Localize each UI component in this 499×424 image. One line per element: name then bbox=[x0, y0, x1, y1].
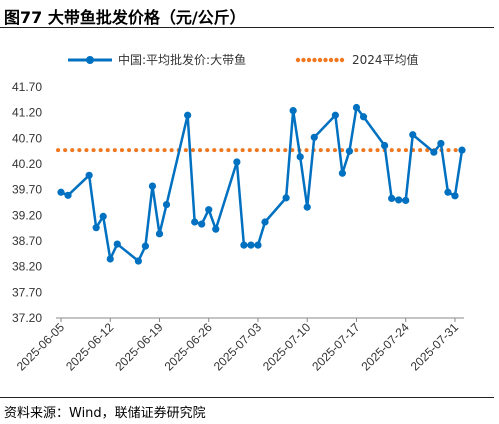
y-tick-label: 37.20 bbox=[12, 311, 42, 325]
data-point bbox=[148, 182, 157, 190]
data-point bbox=[92, 224, 100, 232]
legend-dot-swatch bbox=[323, 57, 328, 63]
series-layer bbox=[56, 103, 466, 265]
data-point bbox=[141, 242, 150, 250]
legend-dot-swatch bbox=[306, 57, 312, 63]
data-point bbox=[57, 188, 65, 196]
x-tick-label: 2025-06-19 bbox=[112, 320, 166, 374]
axes: 41.70 41.20 40.70 40.20 39.70 39.20 38.70 38.20… bbox=[12, 80, 464, 374]
data-point bbox=[233, 158, 241, 166]
data-point bbox=[106, 255, 114, 263]
x-tick-label: 2025-07-03 bbox=[211, 320, 265, 374]
y-tick-label: 37.70 bbox=[12, 285, 42, 299]
y-tick-label: 40.70 bbox=[12, 131, 42, 145]
chart-title: 图77 大带鱼批发价格（元/公斤） bbox=[4, 8, 246, 27]
y-tick-label: 39.20 bbox=[12, 208, 42, 222]
y-tick-label: 41.20 bbox=[12, 106, 42, 120]
data-point bbox=[345, 147, 354, 155]
bottom-divider bbox=[0, 397, 494, 398]
x-tick-label: 2025-06-26 bbox=[162, 320, 216, 374]
y-tick-label: 38.20 bbox=[12, 260, 42, 274]
data-point bbox=[352, 103, 361, 112]
x-tick-label: 2025-07-31 bbox=[408, 320, 462, 374]
data-point bbox=[247, 241, 255, 249]
data-point bbox=[134, 257, 142, 265]
data-point bbox=[437, 139, 445, 148]
data-point bbox=[310, 133, 318, 141]
legend-dot-swatch bbox=[328, 57, 334, 63]
top-divider bbox=[0, 27, 494, 28]
data-point bbox=[331, 111, 339, 119]
data-point bbox=[212, 225, 220, 233]
data-point bbox=[261, 218, 269, 226]
legend-label-average: 2024平均值 bbox=[352, 52, 419, 67]
data-point bbox=[289, 107, 297, 115]
legend-marker-swatch bbox=[86, 56, 94, 64]
data-point bbox=[64, 191, 72, 199]
data-point bbox=[359, 113, 368, 121]
x-tick-label: 2025-06-12 bbox=[63, 320, 117, 374]
x-tick-label: 2025-07-24 bbox=[359, 320, 413, 374]
data-point bbox=[296, 153, 304, 161]
x-tick-label: 2025-07-10 bbox=[260, 320, 314, 374]
data-point bbox=[444, 188, 452, 196]
legend-dot-swatch bbox=[312, 57, 317, 63]
data-point bbox=[254, 241, 262, 249]
legend: 中国:平均批发价:大带鱼 2024平均值 bbox=[68, 52, 419, 67]
data-point bbox=[155, 230, 164, 238]
x-tick-label: 2025-06-05 bbox=[14, 320, 68, 374]
y-tick-label: 39.70 bbox=[12, 183, 42, 197]
y-tick-label: 40.20 bbox=[12, 157, 42, 171]
x-tick-label: 2025-07-17 bbox=[309, 320, 363, 374]
y-tick-label: 41.70 bbox=[12, 80, 42, 94]
data-point bbox=[99, 212, 107, 220]
data-point bbox=[451, 192, 459, 200]
data-point bbox=[162, 200, 171, 209]
legend-label-price: 中国:平均批发价:大带鱼 bbox=[118, 52, 246, 67]
data-point bbox=[388, 194, 396, 202]
data-point bbox=[184, 111, 192, 119]
legend-dot-swatch bbox=[317, 57, 323, 63]
y-tick-label: 38.70 bbox=[12, 234, 42, 248]
data-point bbox=[458, 146, 466, 154]
data-point bbox=[303, 203, 311, 211]
data-point bbox=[430, 148, 438, 156]
data-point bbox=[198, 220, 206, 228]
data-point bbox=[409, 131, 417, 139]
data-point bbox=[240, 241, 248, 249]
data-point bbox=[402, 196, 410, 205]
data-point bbox=[85, 171, 93, 179]
data-point bbox=[113, 240, 121, 248]
data-point bbox=[205, 206, 213, 214]
price-line bbox=[60, 106, 464, 263]
legend-dot-swatch bbox=[334, 57, 339, 63]
legend-dot-swatch bbox=[339, 57, 345, 63]
data-point bbox=[338, 169, 347, 177]
legend-dot-swatch bbox=[295, 57, 301, 63]
source-note: 资料来源：Wind，联储证券研究院 bbox=[4, 406, 206, 421]
data-point bbox=[381, 141, 389, 150]
data-point bbox=[191, 218, 199, 226]
data-point bbox=[282, 194, 290, 202]
legend-dot-swatch bbox=[301, 57, 306, 63]
data-point bbox=[395, 196, 403, 204]
